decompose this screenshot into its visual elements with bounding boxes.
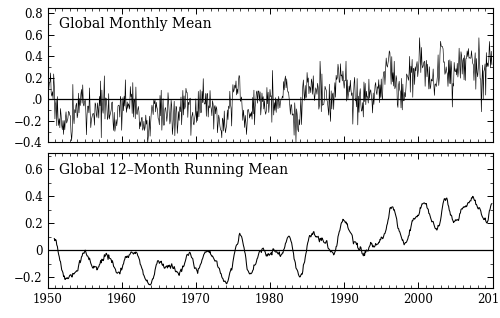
Text: Global Monthly Mean: Global Monthly Mean [58, 17, 211, 31]
Text: Global 12–Month Running Mean: Global 12–Month Running Mean [58, 163, 288, 177]
